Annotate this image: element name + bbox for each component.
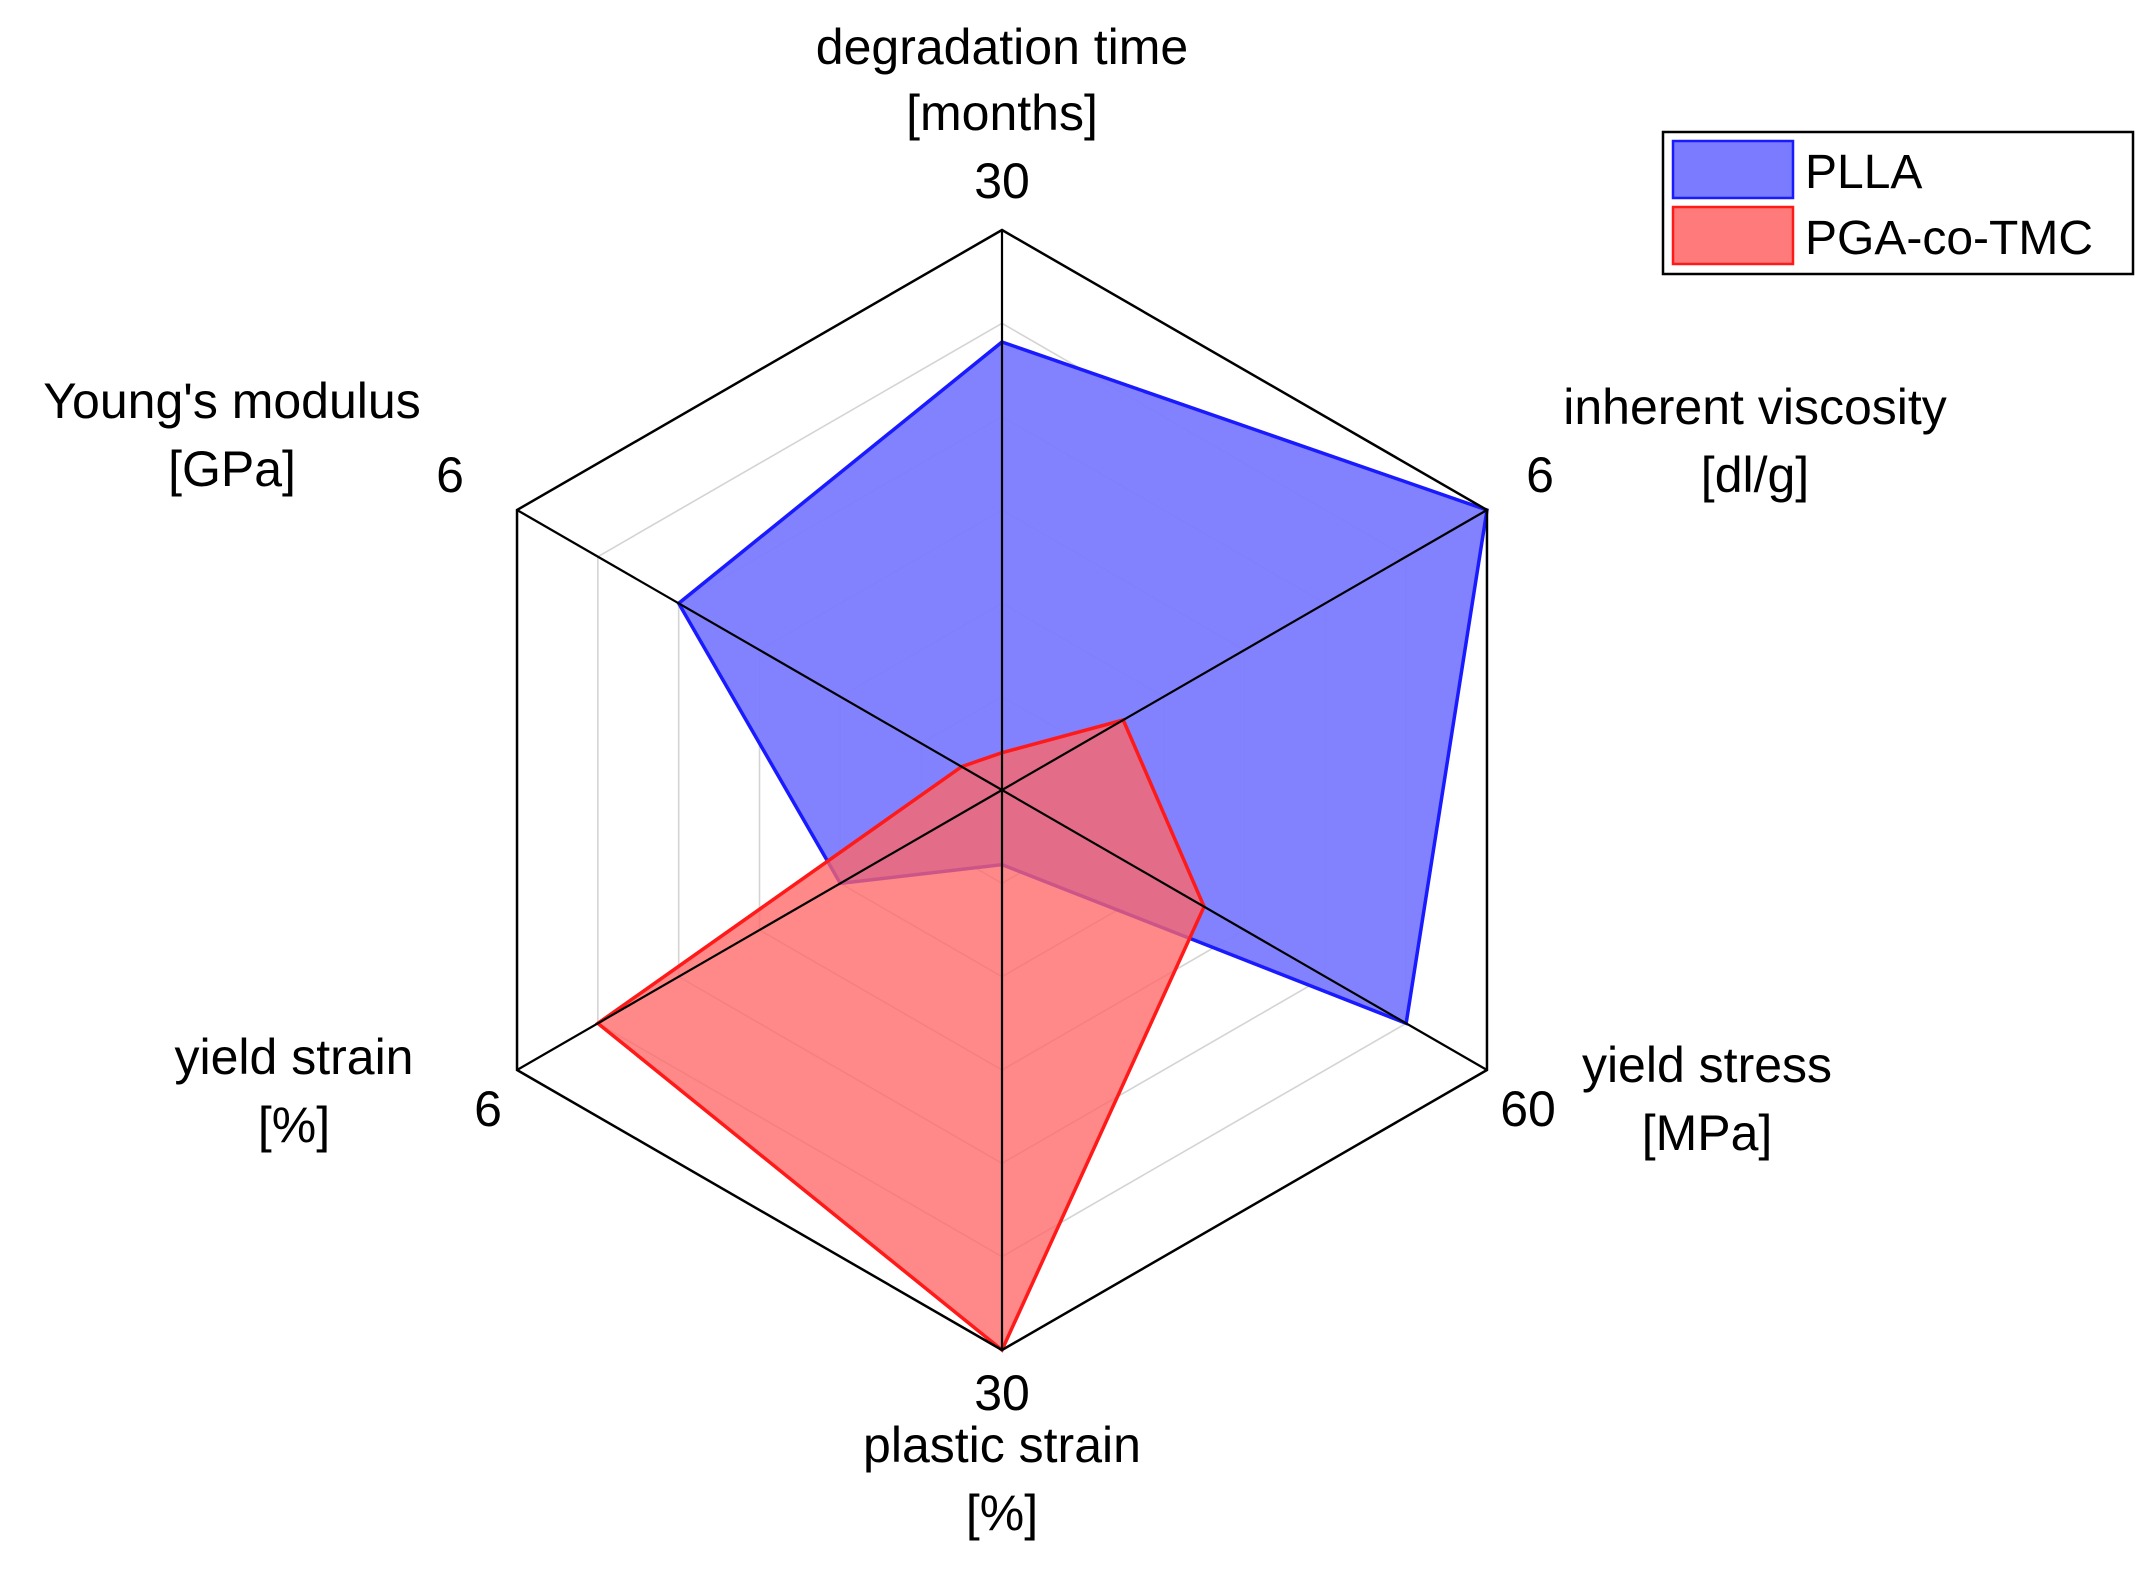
axis-line-yield-strain — [516, 789, 1003, 1071]
axis-line-inherent-viscosity — [1001, 509, 1488, 791]
frame-layer — [515, 228, 1489, 1352]
axis-unit-yield-strain: [%] — [258, 1097, 330, 1153]
axis-title-inherent-viscosity: inherent viscosity — [1563, 379, 1947, 435]
axis-title-plastic-strain: plastic strain — [863, 1417, 1141, 1473]
axis-max-tick-yield-strain: 6 — [474, 1081, 502, 1137]
series-pga-co-tmc-area — [594, 717, 1206, 1353]
axis-unit-plastic-strain: [%] — [966, 1485, 1038, 1541]
axis-unit-yield-stress: [MPa] — [1642, 1105, 1773, 1161]
axis-max-tick-inherent-viscosity: 6 — [1526, 447, 1554, 503]
series-layer — [594, 340, 1489, 1353]
legend-swatch-plla — [1671, 139, 1795, 200]
axis-line-young-s-modulus — [516, 509, 1003, 791]
axis-unit-young-s-modulus: [GPa] — [168, 441, 296, 497]
axis-max-tick-young-s-modulus: 6 — [436, 447, 464, 503]
axis-title-young-s-modulus: Young's modulus — [43, 373, 420, 429]
legend-swatch-pga-co-tmc — [1671, 205, 1795, 266]
legend-label-plla: PLLA — [1805, 146, 1922, 199]
axis-title-degradation-time: degradation time — [816, 19, 1188, 75]
axis-title-yield-strain: yield strain — [175, 1029, 414, 1085]
axis-max-tick-degradation-time: 30 — [974, 153, 1030, 209]
label-layer: degradation time [months] 30 inherent visco… — [43, 19, 1946, 1541]
legend: PLLA PGA-co-TMC — [1661, 130, 2135, 276]
axis-max-tick-plastic-strain: 30 — [974, 1365, 1030, 1421]
axis-title-yield-stress: yield stress — [1582, 1037, 1832, 1093]
axis-max-tick-yield-stress: 60 — [1500, 1081, 1556, 1137]
axis-unit-inherent-viscosity: [dl/g] — [1701, 447, 1809, 503]
legend-label-pga-co-tmc: PGA-co-TMC — [1805, 212, 2093, 265]
axis-unit-degradation-time: [months] — [906, 85, 1098, 141]
outer-frame — [515, 228, 1489, 1352]
axis-line-yield-stress — [1001, 789, 1488, 1071]
